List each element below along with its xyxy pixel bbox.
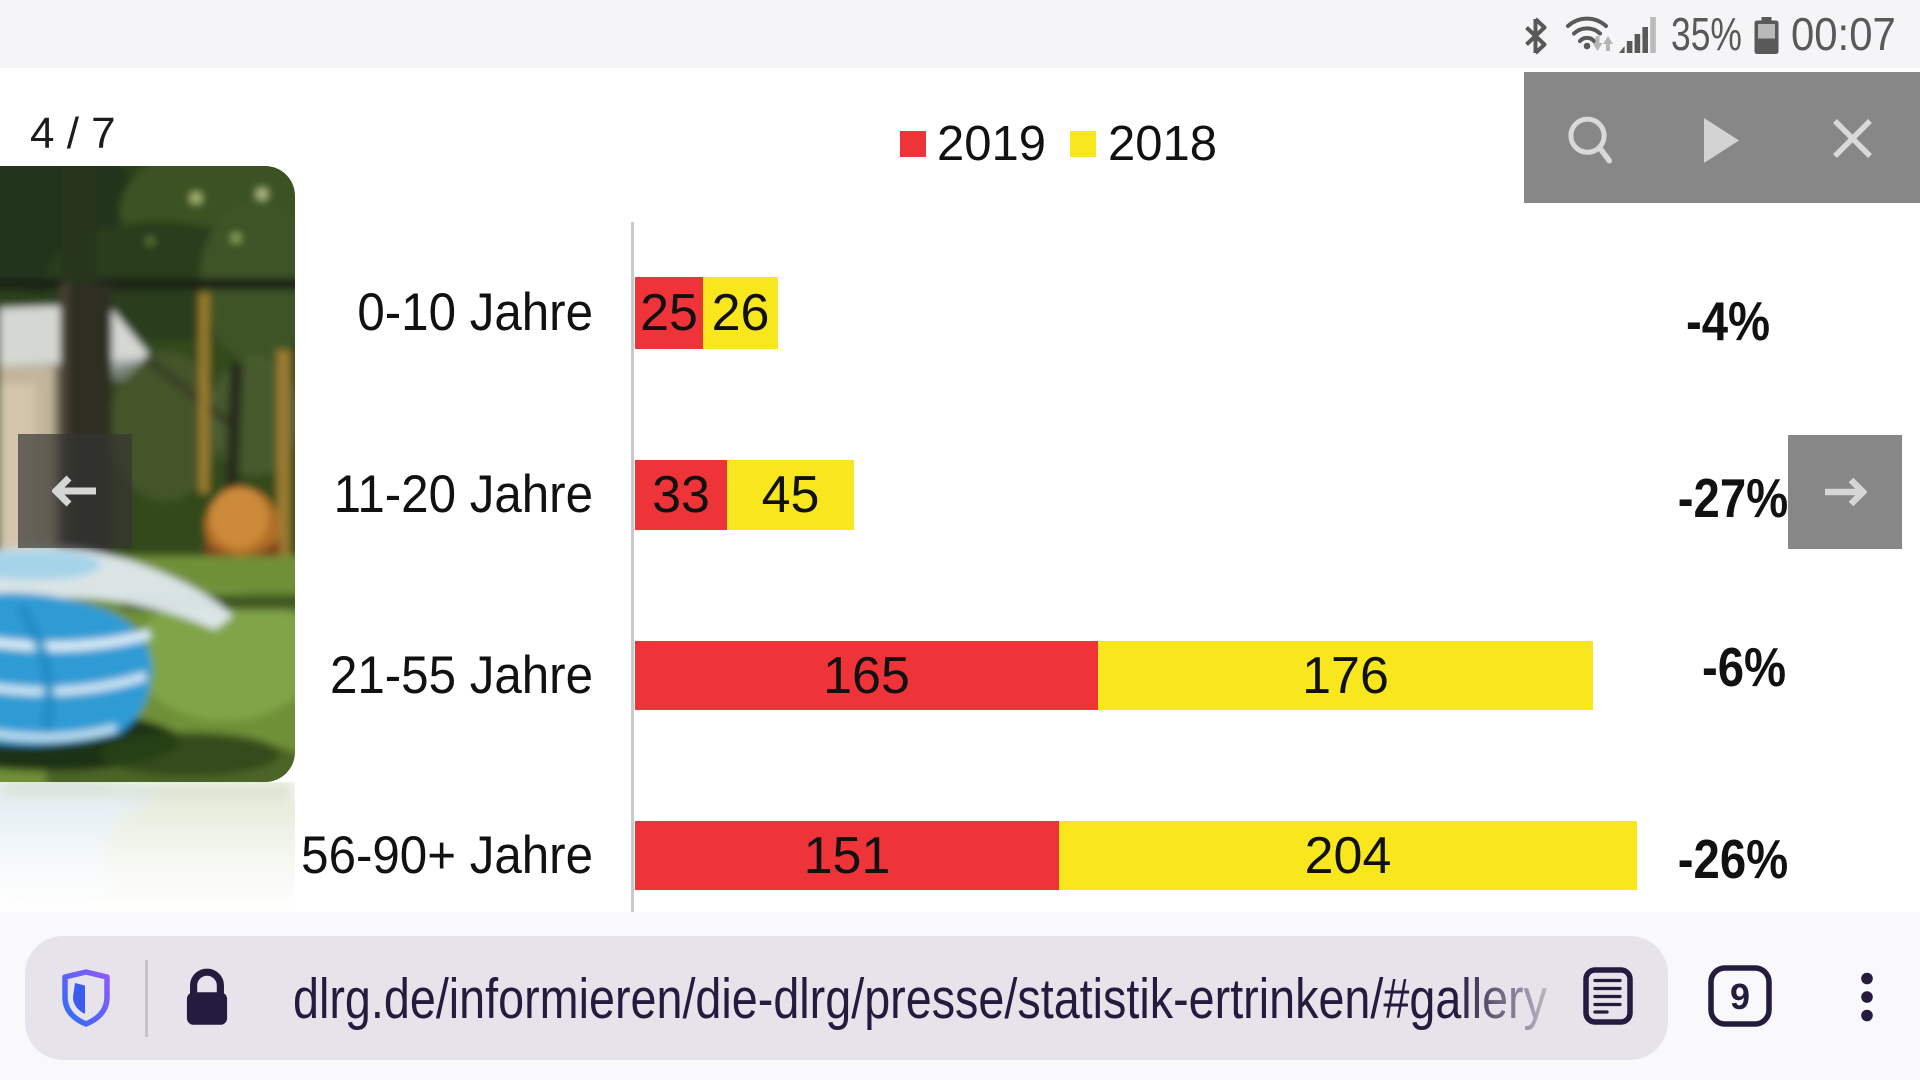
svg-text:9: 9 xyxy=(1730,976,1750,1017)
